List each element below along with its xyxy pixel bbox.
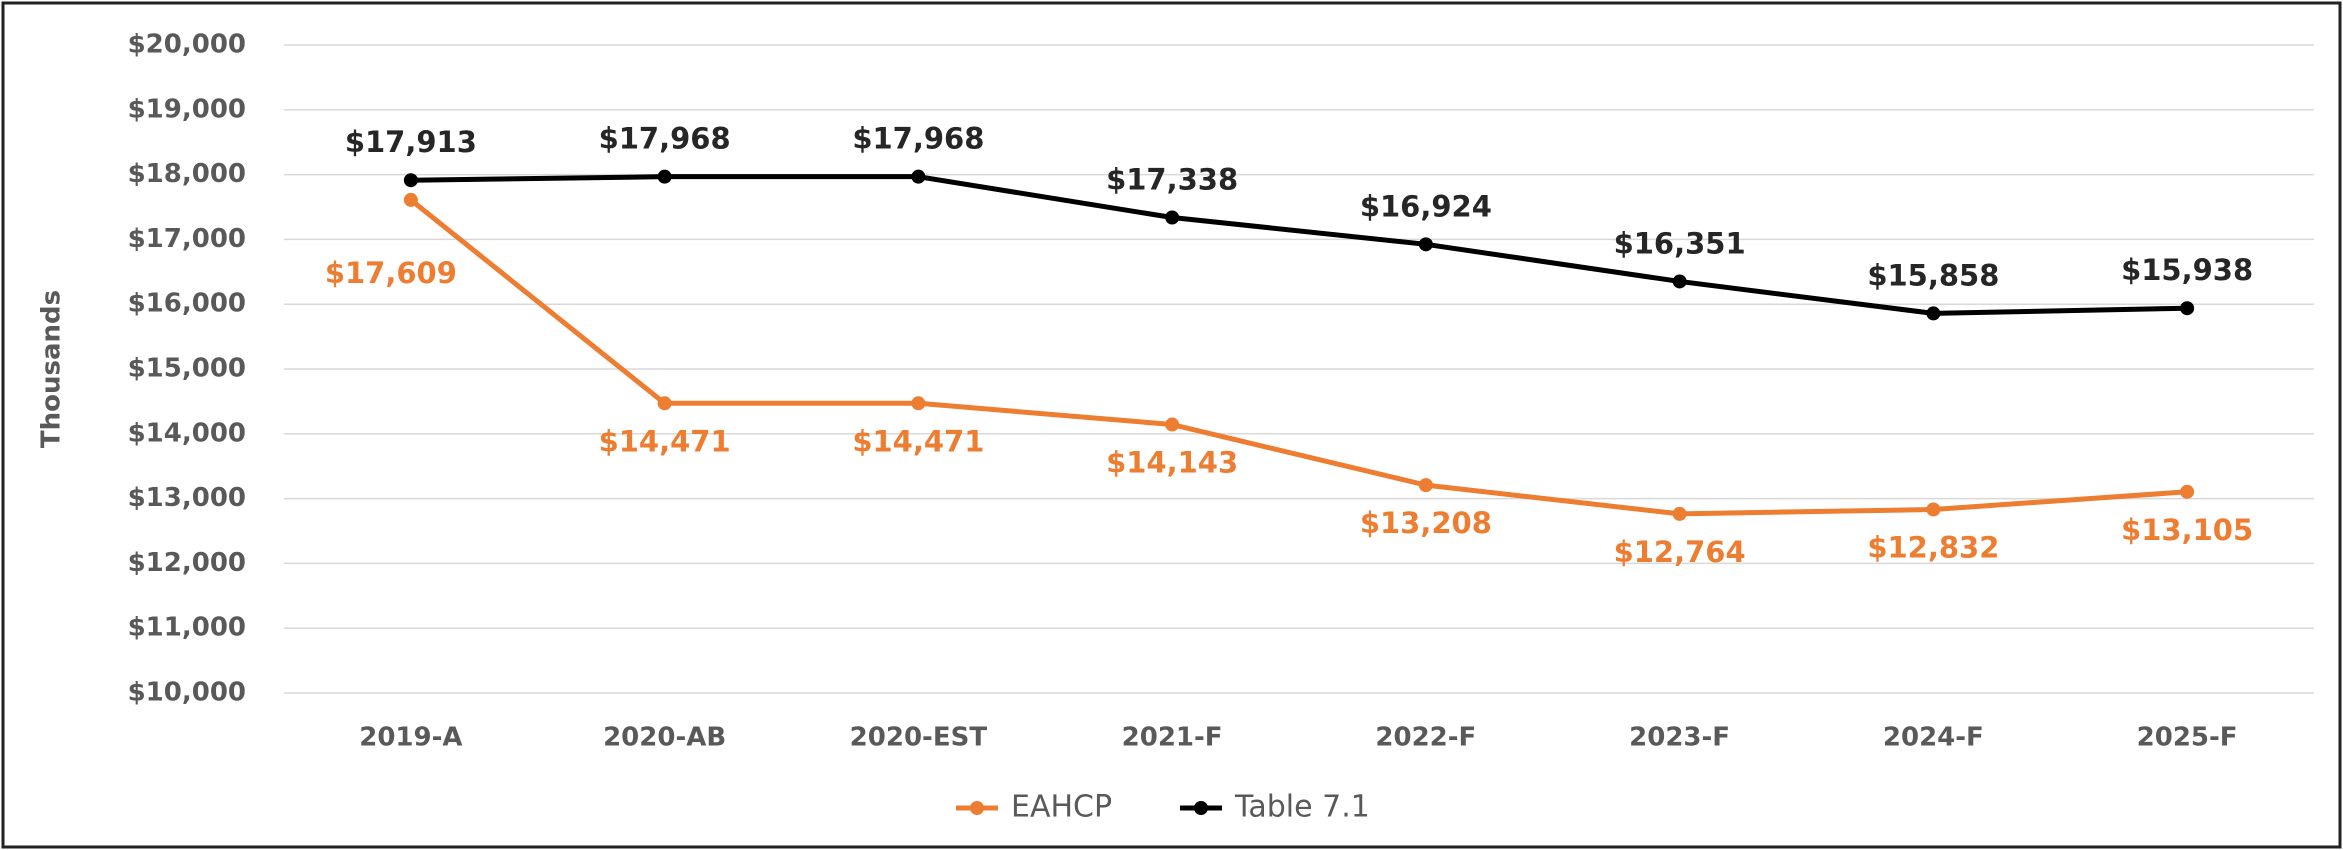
- x-tick-label: 2024-F: [1883, 723, 1984, 753]
- legend-marker: [1194, 801, 1208, 815]
- series-line: [410, 174, 2188, 316]
- legend-label: EAHCP: [1011, 790, 1112, 825]
- x-tick-label: 2023-F: [1629, 723, 1730, 753]
- data-label: $17,609: [325, 256, 457, 290]
- data-label: $14,471: [852, 424, 984, 458]
- data-label: $13,208: [1360, 506, 1492, 540]
- point-marker: [1418, 478, 1433, 493]
- data-label: $16,924: [1360, 189, 1492, 223]
- data-label: $17,968: [599, 122, 731, 156]
- point-marker: [911, 169, 926, 184]
- data-label: $14,143: [1106, 446, 1238, 480]
- point-marker: [1672, 274, 1687, 289]
- y-tick-label: $14,000: [128, 418, 246, 448]
- data-label: $14,471: [599, 424, 731, 458]
- data-label: $15,858: [1867, 258, 1999, 292]
- series-line: [409, 197, 2188, 517]
- point-marker: [1926, 502, 1941, 517]
- point-marker: [657, 169, 672, 184]
- point-marker: [1165, 210, 1180, 225]
- point-marker: [403, 192, 418, 207]
- y-tick-label: $11,000: [128, 613, 246, 643]
- y-tick-label: $17,000: [128, 224, 246, 254]
- y-tick-label: $10,000: [128, 678, 246, 708]
- x-tick-label: 2022-F: [1375, 723, 1476, 753]
- data-label: $12,764: [1614, 535, 1746, 569]
- y-tick-label: $20,000: [128, 30, 246, 60]
- legend-marker: [970, 801, 984, 815]
- x-tick-label: 2021-F: [1122, 723, 1223, 753]
- legend-label: Table 7.1: [1234, 790, 1370, 825]
- point-marker: [2180, 484, 2195, 499]
- x-tick-label: 2025-F: [2137, 723, 2238, 753]
- data-label: $17,968: [852, 122, 984, 156]
- point-marker: [403, 173, 418, 188]
- y-tick-label: $18,000: [128, 159, 246, 189]
- y-axis-label: Thousands: [37, 290, 67, 448]
- data-label: $16,351: [1614, 226, 1746, 260]
- point-marker: [1672, 506, 1687, 521]
- y-tick-label: $13,000: [128, 483, 246, 513]
- y-tick-label: $16,000: [128, 289, 246, 319]
- point-marker: [1418, 237, 1433, 252]
- x-tick-label: 2020-AB: [603, 723, 726, 753]
- x-tick-label: 2020-EST: [850, 723, 988, 753]
- point-marker: [1926, 306, 1941, 321]
- y-tick-label: $19,000: [128, 94, 246, 124]
- data-label: $17,338: [1106, 162, 1238, 196]
- data-label: $15,938: [2121, 253, 2253, 287]
- y-tick-label: $15,000: [128, 354, 246, 384]
- point-marker: [911, 396, 926, 411]
- point-marker: [657, 396, 672, 411]
- x-tick-label: 2019-A: [359, 723, 462, 753]
- point-marker: [2180, 301, 2195, 316]
- y-tick-label: $12,000: [128, 548, 246, 578]
- data-label: $12,832: [1867, 530, 1999, 564]
- point-marker: [1165, 417, 1180, 432]
- data-label: $17,913: [345, 125, 477, 159]
- data-label: $13,105: [2121, 513, 2253, 547]
